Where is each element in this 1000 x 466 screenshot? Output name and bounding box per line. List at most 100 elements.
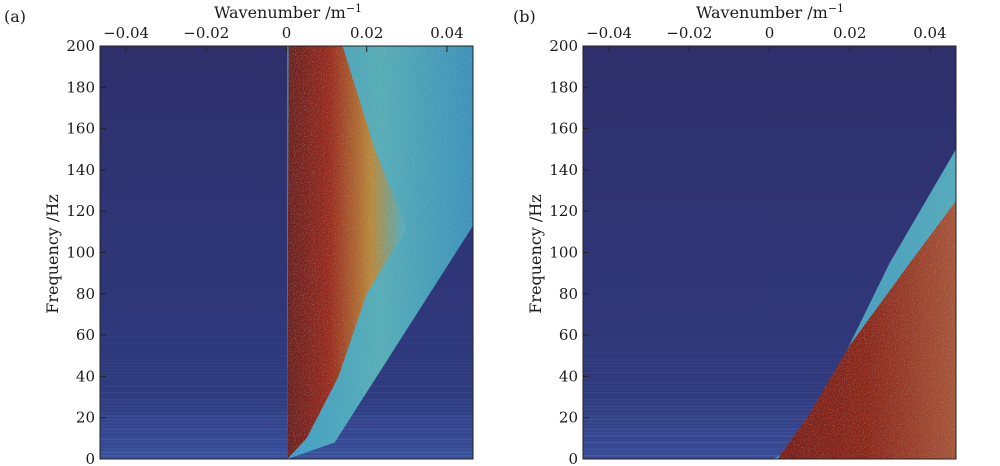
noise-band bbox=[583, 392, 956, 394]
noise-band bbox=[100, 421, 473, 424]
x-tick-label: 0.04 bbox=[430, 24, 463, 42]
x-axis-title-b: Wavenumber /m−1 bbox=[696, 2, 844, 22]
noise-band bbox=[100, 352, 473, 354]
noise-band bbox=[583, 405, 956, 407]
noise-band bbox=[100, 425, 473, 427]
noise-band bbox=[100, 415, 473, 417]
noise-band bbox=[583, 415, 956, 417]
y-axis-title-b: Frequency /Hz bbox=[526, 194, 545, 313]
y-tick-label: 80 bbox=[76, 285, 95, 303]
x-ticks-a: −0.04 −0.02 0 0.02 0.04 bbox=[103, 24, 464, 52]
y-tick-label: 160 bbox=[549, 120, 578, 138]
noise-band bbox=[100, 382, 473, 384]
y-tick-label: 200 bbox=[66, 37, 95, 55]
noise-band bbox=[100, 339, 473, 341]
x-tick-label: 0.02 bbox=[350, 24, 383, 42]
x-tick-label: −0.02 bbox=[666, 24, 712, 42]
energy-fan-core-a bbox=[287, 46, 407, 459]
noise-band bbox=[100, 444, 473, 447]
noise-band bbox=[100, 346, 473, 348]
noise-band bbox=[583, 342, 956, 345]
noise-band bbox=[100, 451, 473, 454]
y-tick-label: 40 bbox=[76, 367, 95, 385]
noise-band bbox=[583, 451, 956, 454]
noise-band bbox=[583, 359, 956, 361]
noise-band bbox=[100, 398, 473, 401]
noise-band bbox=[100, 388, 473, 391]
y-tick-label: 60 bbox=[76, 326, 95, 344]
noise-band bbox=[583, 365, 956, 368]
noise-band bbox=[100, 336, 473, 338]
y-axis-title-a: Frequency /Hz bbox=[43, 194, 62, 313]
x-ticks-b: −0.04 −0.02 0 0.02 0.04 bbox=[586, 24, 947, 52]
y-tick-label: 140 bbox=[66, 161, 95, 179]
noise-band bbox=[100, 431, 473, 434]
noise-band bbox=[583, 425, 956, 427]
noise-band bbox=[583, 352, 956, 355]
x-tick-label: 0.04 bbox=[913, 24, 946, 42]
noise-band bbox=[583, 402, 956, 404]
y-ticks-b: 0 20 40 60 80 100 120 140 160 180 200 bbox=[549, 37, 589, 466]
noise-band bbox=[100, 411, 473, 414]
noise-band bbox=[100, 418, 473, 421]
noise-band bbox=[100, 355, 473, 358]
noise-band bbox=[583, 368, 956, 371]
x-tick-label: 0 bbox=[282, 24, 292, 42]
heatmap-a bbox=[99, 45, 474, 460]
y-tick-label: 120 bbox=[66, 202, 95, 220]
y-tick-label: 160 bbox=[66, 120, 95, 138]
noise-band bbox=[100, 372, 473, 374]
noise-band bbox=[100, 365, 473, 368]
noise-band bbox=[100, 428, 473, 431]
x-tick-label: 0.02 bbox=[833, 24, 866, 42]
heatmap-b bbox=[582, 45, 957, 460]
noise-band bbox=[583, 382, 956, 384]
panel-a: (a) Wavenumber /m−1 Frequency /Hz −0.04−… bbox=[4, 2, 474, 466]
noise-band bbox=[583, 362, 956, 364]
energy-fan-core-b bbox=[777, 200, 956, 459]
noise-band bbox=[583, 454, 956, 457]
noise-bands-b bbox=[583, 342, 956, 457]
noise-band bbox=[100, 349, 473, 351]
noise-band bbox=[583, 418, 956, 421]
noise-band bbox=[100, 368, 473, 371]
noise-band bbox=[100, 385, 473, 388]
y-tick-label: 180 bbox=[549, 78, 578, 96]
noise-band bbox=[583, 349, 956, 351]
panel-label-a: (a) bbox=[4, 7, 26, 26]
y-tick-label: 100 bbox=[549, 244, 578, 262]
y-tick-label: 120 bbox=[549, 202, 578, 220]
noise-band bbox=[583, 395, 956, 397]
noise-band bbox=[100, 342, 473, 345]
y-tick-label: 80 bbox=[559, 285, 578, 303]
x-tick-label: −0.04 bbox=[586, 24, 632, 42]
noise-band bbox=[583, 441, 956, 444]
noise-band bbox=[583, 372, 956, 374]
noise-band bbox=[583, 378, 956, 381]
y-tick-label: 20 bbox=[559, 409, 578, 427]
panel-label-b: (b) bbox=[513, 7, 536, 26]
noise-band bbox=[100, 438, 473, 440]
noise-band bbox=[100, 378, 473, 381]
x-tick-label: 0 bbox=[765, 24, 775, 42]
noise-band bbox=[100, 375, 473, 378]
noise-band bbox=[583, 385, 956, 388]
y-tick-label: 100 bbox=[66, 244, 95, 262]
noise-band bbox=[100, 441, 473, 444]
noise-band bbox=[583, 408, 956, 411]
noise-band bbox=[100, 408, 473, 411]
noise-band bbox=[583, 411, 956, 414]
y-tick-label: 0 bbox=[85, 450, 95, 466]
noise-band bbox=[583, 388, 956, 391]
x-axis-title-a: Wavenumber /m−1 bbox=[214, 2, 362, 22]
y-tick-label: 20 bbox=[76, 409, 95, 427]
noise-band bbox=[100, 435, 473, 437]
y-tick-label: 140 bbox=[549, 161, 578, 179]
noise-band bbox=[583, 421, 956, 424]
noise-band bbox=[100, 392, 473, 394]
noise-band bbox=[583, 435, 956, 437]
y-tick-label: 0 bbox=[568, 450, 578, 466]
panel-b: (b) Wavenumber /m−1 Frequency /Hz −0.04−… bbox=[513, 2, 957, 466]
noise-bands-a bbox=[100, 336, 473, 457]
